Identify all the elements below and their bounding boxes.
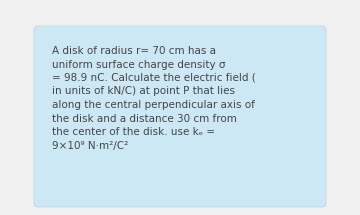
- Text: A disk of radius r= 70 cm has a: A disk of radius r= 70 cm has a: [52, 46, 216, 56]
- Text: along the central perpendicular axis of: along the central perpendicular axis of: [52, 100, 255, 110]
- Text: in units of kN/C) at point P that lies: in units of kN/C) at point P that lies: [52, 86, 235, 97]
- Text: = 98.9 nC. Calculate the electric field (: = 98.9 nC. Calculate the electric field …: [52, 73, 256, 83]
- Text: the disk and a distance 30 cm from: the disk and a distance 30 cm from: [52, 114, 237, 123]
- Text: the center of the disk. use kₑ =: the center of the disk. use kₑ =: [52, 127, 215, 137]
- FancyBboxPatch shape: [34, 26, 326, 207]
- Text: 9×10⁹ N·m²/C²: 9×10⁹ N·m²/C²: [52, 140, 128, 150]
- Text: uniform surface charge density σ: uniform surface charge density σ: [52, 60, 225, 69]
